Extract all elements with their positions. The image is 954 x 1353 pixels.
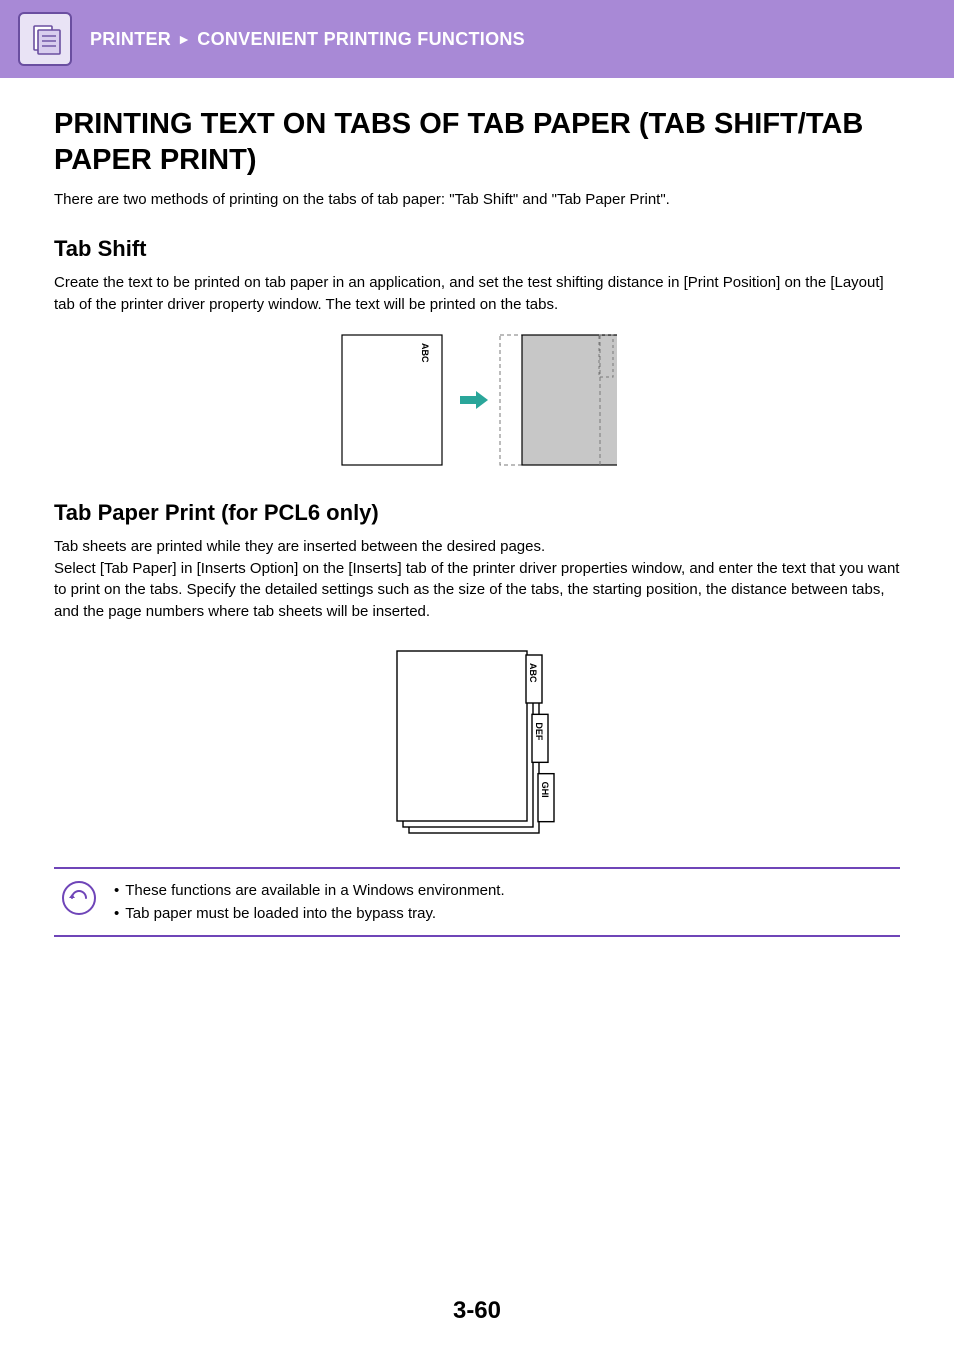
section1-heading: Tab Shift bbox=[54, 236, 900, 262]
svg-text:DEF: DEF bbox=[534, 722, 544, 741]
page-number: 3-60 bbox=[0, 937, 954, 1353]
breadcrumb[interactable]: PRINTER ► CONVENIENT PRINTING FUNCTIONS bbox=[90, 29, 525, 50]
tab-shift-diagram: ABCABC bbox=[54, 330, 900, 470]
note-block: •These functions are available in a Wind… bbox=[54, 867, 900, 938]
section1-body: Create the text to be printed on tab pap… bbox=[54, 272, 900, 316]
breadcrumb-section[interactable]: PRINTER bbox=[90, 29, 171, 50]
svg-text:GHI: GHI bbox=[540, 781, 550, 797]
breadcrumb-page[interactable]: CONVENIENT PRINTING FUNCTIONS bbox=[197, 29, 525, 50]
page-content: PRINTING TEXT ON TABS OF TAB PAPER (TAB … bbox=[0, 78, 954, 937]
header-bar: PRINTER ► CONVENIENT PRINTING FUNCTIONS bbox=[0, 0, 954, 78]
note-item: •Tab paper must be loaded into the bypas… bbox=[114, 902, 505, 925]
note-icon bbox=[62, 881, 96, 915]
svg-text:ABC: ABC bbox=[420, 343, 430, 363]
page-title: PRINTING TEXT ON TABS OF TAB PAPER (TAB … bbox=[54, 106, 900, 179]
section2-body: Tab sheets are printed while they are in… bbox=[54, 536, 900, 623]
intro-text: There are two methods of printing on the… bbox=[54, 189, 900, 211]
printer-section-icon bbox=[18, 12, 72, 66]
svg-text:ABC: ABC bbox=[528, 663, 538, 683]
breadcrumb-separator-icon: ► bbox=[177, 31, 191, 47]
note-item: •These functions are available in a Wind… bbox=[114, 879, 505, 902]
note-list: •These functions are available in a Wind… bbox=[114, 879, 505, 926]
section2-heading: Tab Paper Print (for PCL6 only) bbox=[54, 500, 900, 526]
tab-paper-print-diagram: GHI DEF ABC bbox=[54, 637, 900, 837]
